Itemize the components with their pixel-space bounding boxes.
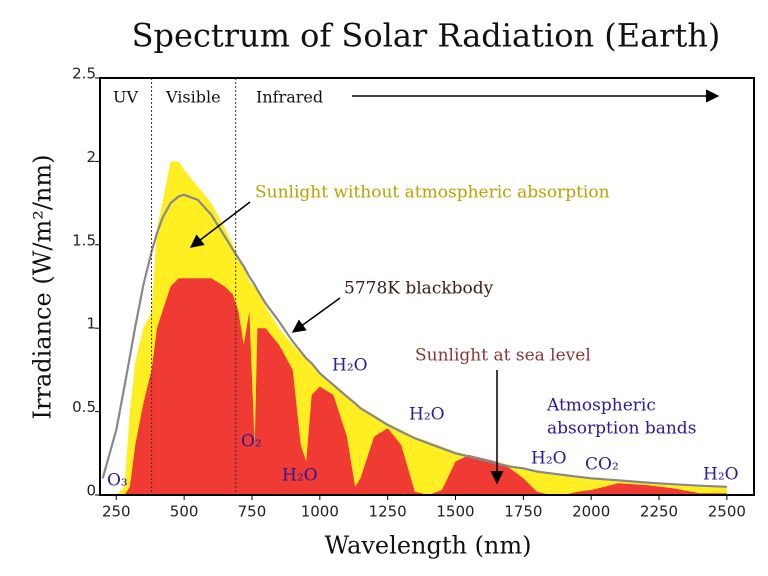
line	[101, 193, 727, 488]
x-tick-label: 1750	[504, 503, 542, 521]
region-label: Visible	[165, 88, 221, 107]
annotation: absorption bands	[547, 419, 696, 439]
x-axis-label: Wavelength (nm)	[324, 532, 531, 560]
annotation: Sunlight without atmospheric absorption	[255, 183, 610, 203]
absorber-label: O₃	[107, 471, 128, 491]
absorber-label: H₂O	[531, 449, 567, 469]
y-tick-label: 2	[86, 148, 96, 166]
x-tick-label: 750	[238, 503, 267, 521]
absorber-label: H₂O	[409, 405, 445, 425]
region-label: Infrared	[256, 88, 323, 107]
absorber-label: O₂	[241, 432, 262, 452]
x-tick-label: 1500	[436, 503, 474, 521]
absorber-label: H₂O	[703, 465, 739, 485]
x-tick-label: 2250	[640, 503, 678, 521]
absorber-label: CO₂	[585, 455, 619, 475]
arrow	[291, 297, 341, 333]
y-tick-label: 1	[86, 315, 96, 333]
area	[102, 278, 727, 495]
y-tick-label: 2.5	[72, 65, 96, 83]
y-axis-label: Irradiance (W/m²/nm)	[29, 155, 57, 420]
absorber-label: H₂O	[332, 356, 368, 376]
x-tick-label: 2500	[708, 503, 746, 521]
annotation: Atmospheric	[546, 396, 656, 416]
annotation: Sunlight at sea level	[415, 346, 591, 366]
x-tick-label: 1000	[301, 503, 339, 521]
y-tick-label: 1.5	[72, 231, 96, 249]
y-tick-label: 0.5	[72, 398, 96, 416]
x-tick-label: 2000	[572, 503, 610, 521]
chart-title: Spectrum of Solar Radiation (Earth)	[132, 17, 721, 55]
region-label: UV	[113, 88, 138, 107]
x-tick-label: 1250	[369, 503, 407, 521]
annotation: 5778K blackbody	[344, 279, 494, 299]
plot-frame	[99, 77, 755, 496]
y-tick-label: 0	[86, 482, 96, 500]
absorber-label: H₂O	[282, 466, 318, 486]
arrow	[189, 201, 251, 248]
x-tick-label: 250	[102, 503, 131, 521]
x-tick-label: 500	[170, 503, 199, 521]
